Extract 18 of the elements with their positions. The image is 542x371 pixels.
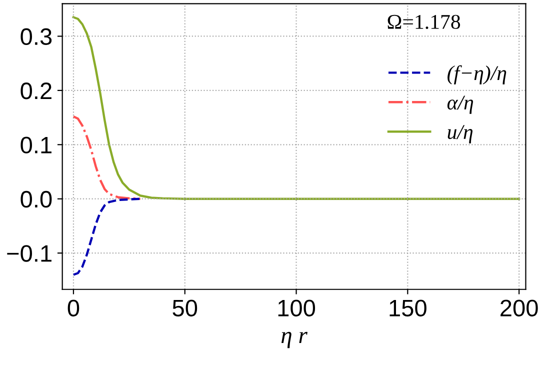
annotation: Ω=1.178 xyxy=(388,14,460,30)
x-tick-label: 200 xyxy=(500,300,538,316)
legend-label: α/η xyxy=(447,96,474,114)
line-series xyxy=(72,198,142,276)
y-tick-label: 0.2 xyxy=(20,82,52,100)
legend-label: u/η xyxy=(448,125,472,144)
legend-label: (f−η)/η xyxy=(448,65,506,84)
x-tick-label: 0 xyxy=(68,300,80,316)
x-tick-label: 100 xyxy=(278,300,316,316)
y-tick-label: 0.1 xyxy=(20,136,52,154)
y-tick-label: 0.3 xyxy=(20,28,52,46)
y-tick-label: 0.0 xyxy=(20,190,52,208)
line-series xyxy=(72,16,520,200)
x-axis-title: η r xyxy=(281,332,308,348)
y-tick-label: −0.1 xyxy=(7,245,52,262)
x-tick-label: 150 xyxy=(390,300,426,316)
x-tick-label: 50 xyxy=(172,300,198,316)
line-series xyxy=(72,115,142,200)
